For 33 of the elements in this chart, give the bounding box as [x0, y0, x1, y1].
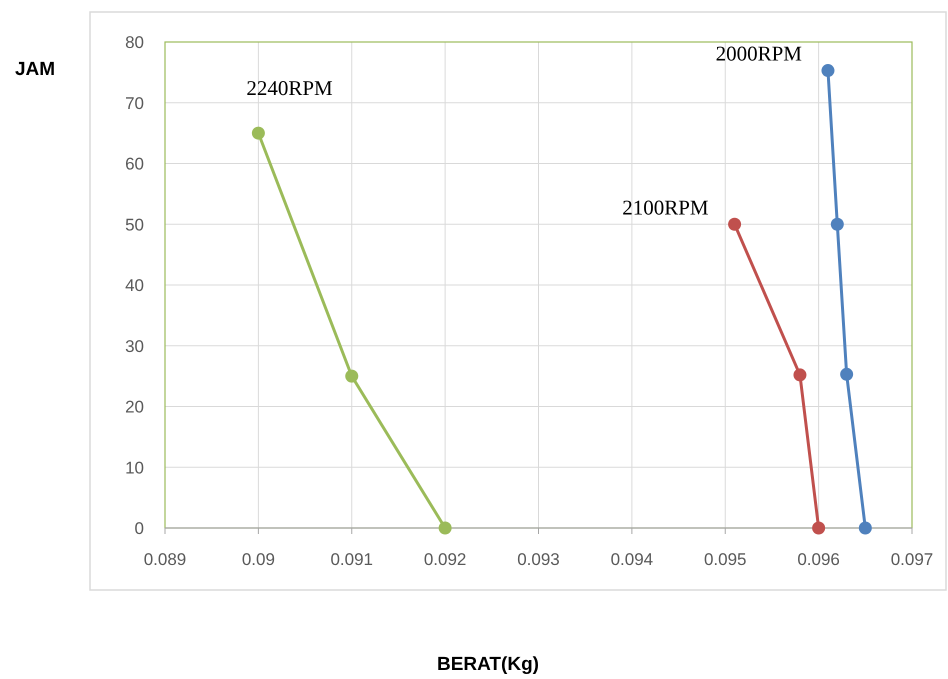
x-axis-title: BERAT(Kg)	[436, 654, 540, 675]
point	[252, 126, 265, 140]
y-tick-label: 40	[125, 276, 144, 295]
x-tick-label: 0.097	[890, 550, 934, 569]
point	[840, 368, 854, 381]
point	[793, 368, 806, 382]
y-axis-title: JAM	[14, 59, 56, 80]
y-tick-label: 70	[125, 94, 144, 113]
point	[438, 522, 452, 534]
y-tick-label: 20	[125, 398, 144, 416]
y-tick-label: 80	[125, 33, 144, 52]
x-tick-label: 0.095	[704, 550, 747, 569]
y-tick-label: 30	[125, 336, 144, 356]
point	[345, 370, 358, 383]
x-tick-label: 0.09	[242, 550, 275, 569]
x-tick-label: 0.094	[610, 550, 654, 569]
x-tick-label: 0.096	[797, 550, 840, 569]
point	[812, 522, 826, 534]
y-tick-label: 60	[125, 154, 144, 174]
x-tick-label: 0.091	[330, 550, 374, 569]
point	[830, 218, 844, 231]
point	[728, 218, 742, 231]
y-tick-label: 10	[125, 458, 144, 478]
series-label: 2100RPM	[622, 195, 709, 220]
x-tick-label: 0.089	[144, 550, 186, 569]
y-tick-label: 0	[134, 519, 144, 538]
series-label: 2000RPM	[716, 42, 802, 66]
point	[821, 64, 834, 78]
y-tick-label: 50	[125, 215, 144, 234]
point	[858, 522, 872, 534]
x-tick-label: 0.093	[517, 550, 560, 569]
series-label: 2240RPM	[246, 76, 334, 100]
x-tick-label: 0.092	[424, 550, 466, 569]
